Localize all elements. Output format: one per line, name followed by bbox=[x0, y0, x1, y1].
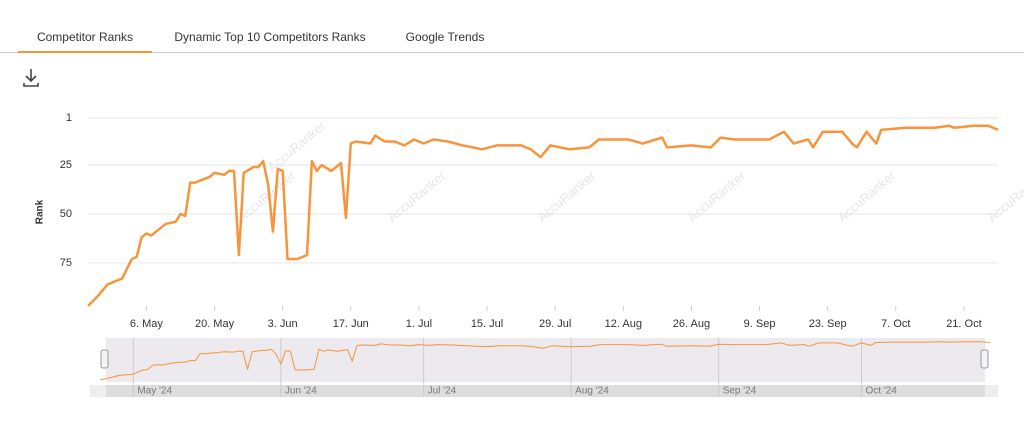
watermark: AccuRanker bbox=[534, 167, 598, 224]
x-tick-label: 12. Aug bbox=[605, 318, 642, 330]
series-line bbox=[87, 124, 999, 307]
navigator-handle[interactable] bbox=[980, 349, 989, 369]
scrollbar-thumb[interactable] bbox=[106, 385, 985, 397]
navigator-background bbox=[106, 338, 985, 382]
x-tick-label: 9. Sep bbox=[744, 318, 776, 330]
navigator-tick-label: Jun '24 bbox=[285, 386, 317, 397]
y-tick-label: 1 bbox=[66, 112, 72, 124]
x-tick-label: 6. May bbox=[130, 318, 164, 330]
navigator-handle[interactable] bbox=[100, 349, 109, 369]
tab[interactable]: Google Trends bbox=[406, 30, 485, 44]
x-tick-label: 1. Jul bbox=[406, 318, 432, 330]
x-tick-label: 23. Sep bbox=[809, 318, 847, 330]
x-tick-label: 29. Jul bbox=[539, 318, 571, 330]
x-tick-label: 26. Aug bbox=[673, 318, 710, 330]
tab[interactable]: Competitor Ranks bbox=[37, 30, 133, 44]
x-tick-label: 17. Jun bbox=[333, 318, 369, 330]
watermark: AccuRanker bbox=[984, 167, 1024, 224]
tab[interactable]: Dynamic Top 10 Competitors Ranks bbox=[174, 30, 365, 44]
navigator-line bbox=[99, 341, 991, 381]
x-tick-label: 7. Oct bbox=[881, 318, 910, 330]
watermark: AccuRanker bbox=[684, 167, 748, 224]
x-tick-label: 20. May bbox=[195, 318, 235, 330]
watermark: AccuRanker bbox=[384, 167, 448, 224]
y-tick-label: 50 bbox=[60, 208, 72, 220]
navigator-tick-label: Sep '24 bbox=[723, 386, 757, 397]
navigator-tick-label: Jul '24 bbox=[428, 386, 457, 397]
tabs: Competitor Ranks Dynamic Top 10 Competit… bbox=[0, 30, 1024, 53]
x-tick-label: 21. Oct bbox=[946, 318, 981, 330]
navigator-tick-label: May '24 bbox=[137, 386, 172, 397]
x-tick-label: 3. Jun bbox=[268, 318, 298, 330]
y-tick-label: 75 bbox=[60, 257, 72, 269]
x-tick-label: 15. Jul bbox=[471, 318, 503, 330]
watermark: AccuRanker bbox=[834, 167, 898, 224]
y-axis-label: Rank bbox=[35, 199, 46, 224]
y-tick-label: 25 bbox=[60, 159, 72, 171]
navigator-tick-label: Aug '24 bbox=[575, 386, 609, 397]
download-button[interactable] bbox=[23, 69, 39, 87]
navigator-tick-label: Oct '24 bbox=[865, 386, 897, 397]
